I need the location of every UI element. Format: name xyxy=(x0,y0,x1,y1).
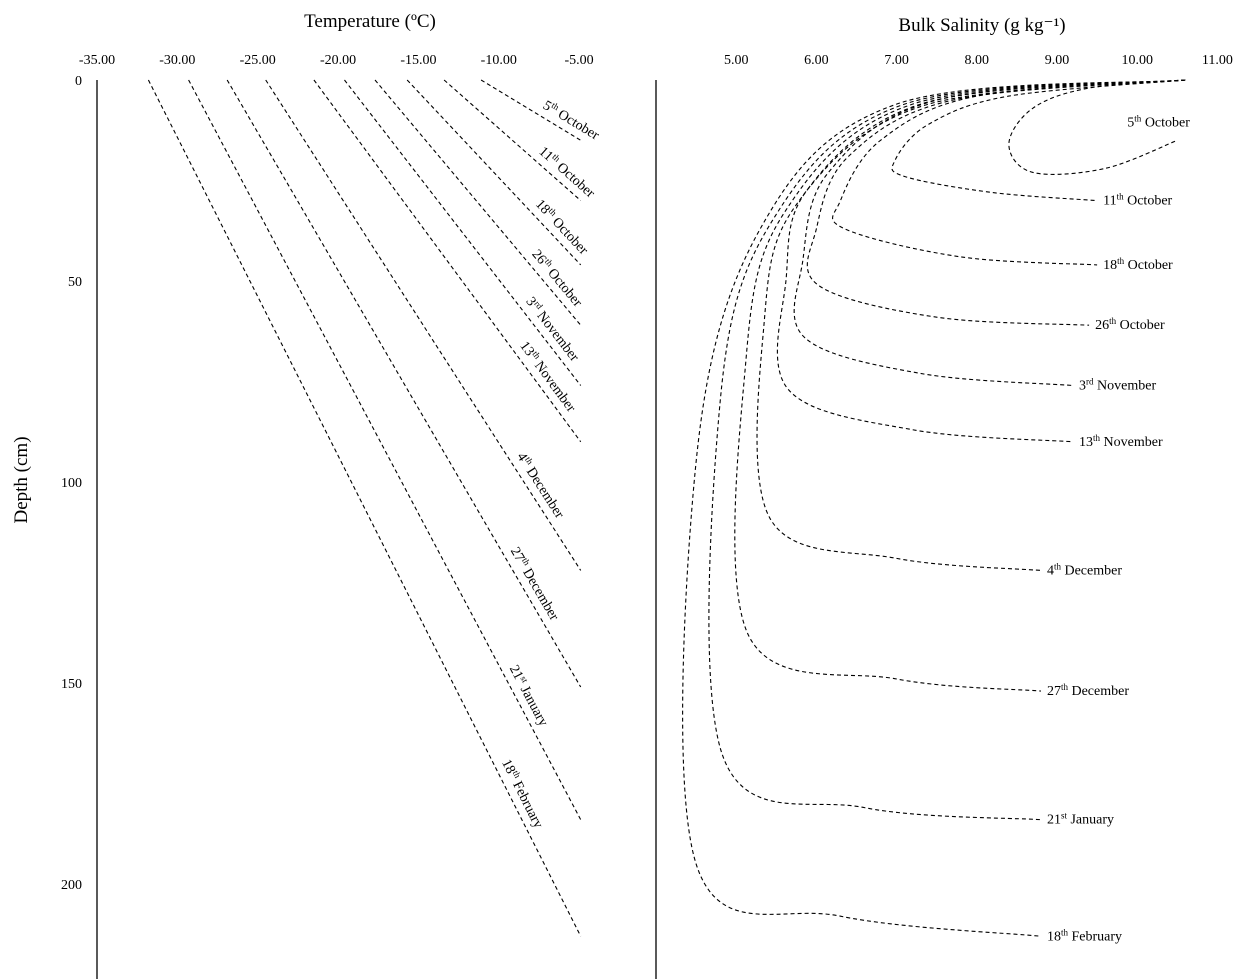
salinity-profiles xyxy=(682,79,1186,937)
salinity-profile-line xyxy=(734,79,1186,692)
salinity-tick-label: 7.00 xyxy=(884,53,909,68)
temperature-profile-label: 21st January xyxy=(506,662,552,729)
salinity-tick-label: 6.00 xyxy=(804,53,829,68)
salinity-tick-label: 9.00 xyxy=(1045,53,1070,68)
temperature-tick-label: -5.00 xyxy=(565,53,594,68)
temperature-axis-title: Temperature (ºC) xyxy=(304,11,436,32)
salinity-profile-label: 13th November xyxy=(1079,433,1163,450)
salinity-profile-label: 3rd November xyxy=(1079,377,1156,394)
temperature-profile-line xyxy=(147,79,582,937)
salinity-profile-line xyxy=(708,79,1186,821)
temperature-tick-label: -25.00 xyxy=(240,53,276,68)
salinity-profile-line xyxy=(682,79,1186,937)
salinity-panel: Bulk Salinity (g kg⁻¹) 5.00 6.00 7.00 8.00 9… xyxy=(682,15,1233,944)
temperature-profile-line xyxy=(406,79,582,266)
salinity-profile-label: 18th February xyxy=(1047,927,1122,944)
temperature-profile-line xyxy=(226,79,582,688)
temperature-profiles xyxy=(147,79,582,937)
salinity-tick-labels: 5.00 6.00 7.00 8.00 9.00 10.00 11.00 xyxy=(724,53,1233,68)
temperature-tick-labels: -35.00 -30.00 -25.00 -20.00 -15.00 -10.00 -5.0… xyxy=(79,53,594,68)
salinity-profile-label: 18th October xyxy=(1103,256,1173,273)
temperature-profile-label: 4th December xyxy=(513,449,568,522)
temperature-profile-label: 18th February xyxy=(498,756,547,831)
temperature-tick-label: -10.00 xyxy=(481,53,517,68)
temperature-profile-label: 27th December xyxy=(507,544,563,624)
temperature-profile-line xyxy=(188,79,582,820)
salinity-profile-labels: 5th October 11th October 18th October 26th … xyxy=(1047,113,1190,944)
temperature-profile-line xyxy=(344,79,582,386)
depth-tick-label: 200 xyxy=(61,878,82,893)
temperature-tick-label: -30.00 xyxy=(159,53,195,68)
salinity-profile-label: 26th October xyxy=(1095,316,1165,333)
salinity-profile-label: 4th December xyxy=(1047,561,1122,578)
salinity-tick-label: 5.00 xyxy=(724,53,749,68)
salinity-tick-label: 11.00 xyxy=(1202,53,1233,68)
temperature-profile-label: 5th October xyxy=(540,96,603,143)
temperature-profile-line xyxy=(265,79,582,571)
depth-tick-label: 0 xyxy=(75,74,82,89)
salinity-profile-label: 5th October xyxy=(1127,113,1190,130)
salinity-profile-line xyxy=(891,79,1186,202)
salinity-tick-label: 10.00 xyxy=(1121,53,1153,68)
temperature-tick-label: -20.00 xyxy=(320,53,356,68)
depth-tick-labels: 0 50 100 150 200 xyxy=(61,74,82,893)
salinity-profile-label: 11th October xyxy=(1103,192,1172,209)
salinity-profile-line xyxy=(806,79,1186,326)
salinity-profile-line xyxy=(776,79,1186,443)
depth-axis-title: Depth (cm) xyxy=(11,436,32,523)
temperature-panel: Temperature (ºC) Depth (cm) -35.00 -30.00… xyxy=(11,11,657,979)
temperature-profile-line xyxy=(443,79,582,202)
depth-tick-label: 50 xyxy=(68,275,82,290)
depth-tick-label: 100 xyxy=(61,476,82,491)
salinity-profile-label: 27th December xyxy=(1047,682,1129,699)
salinity-profile-label: 21st January xyxy=(1047,811,1114,828)
depth-tick-label: 150 xyxy=(61,677,82,692)
temperature-profile-line xyxy=(313,79,582,443)
temperature-profile-line xyxy=(480,79,581,141)
temperature-profile-line xyxy=(374,79,582,326)
temperature-tick-label: -15.00 xyxy=(400,53,436,68)
temperature-tick-label: -35.00 xyxy=(79,53,115,68)
temperature-profile-label: 11th October xyxy=(536,143,599,202)
salinity-tick-label: 8.00 xyxy=(965,53,990,68)
salinity-axis-title: Bulk Salinity (g kg⁻¹) xyxy=(898,15,1065,36)
